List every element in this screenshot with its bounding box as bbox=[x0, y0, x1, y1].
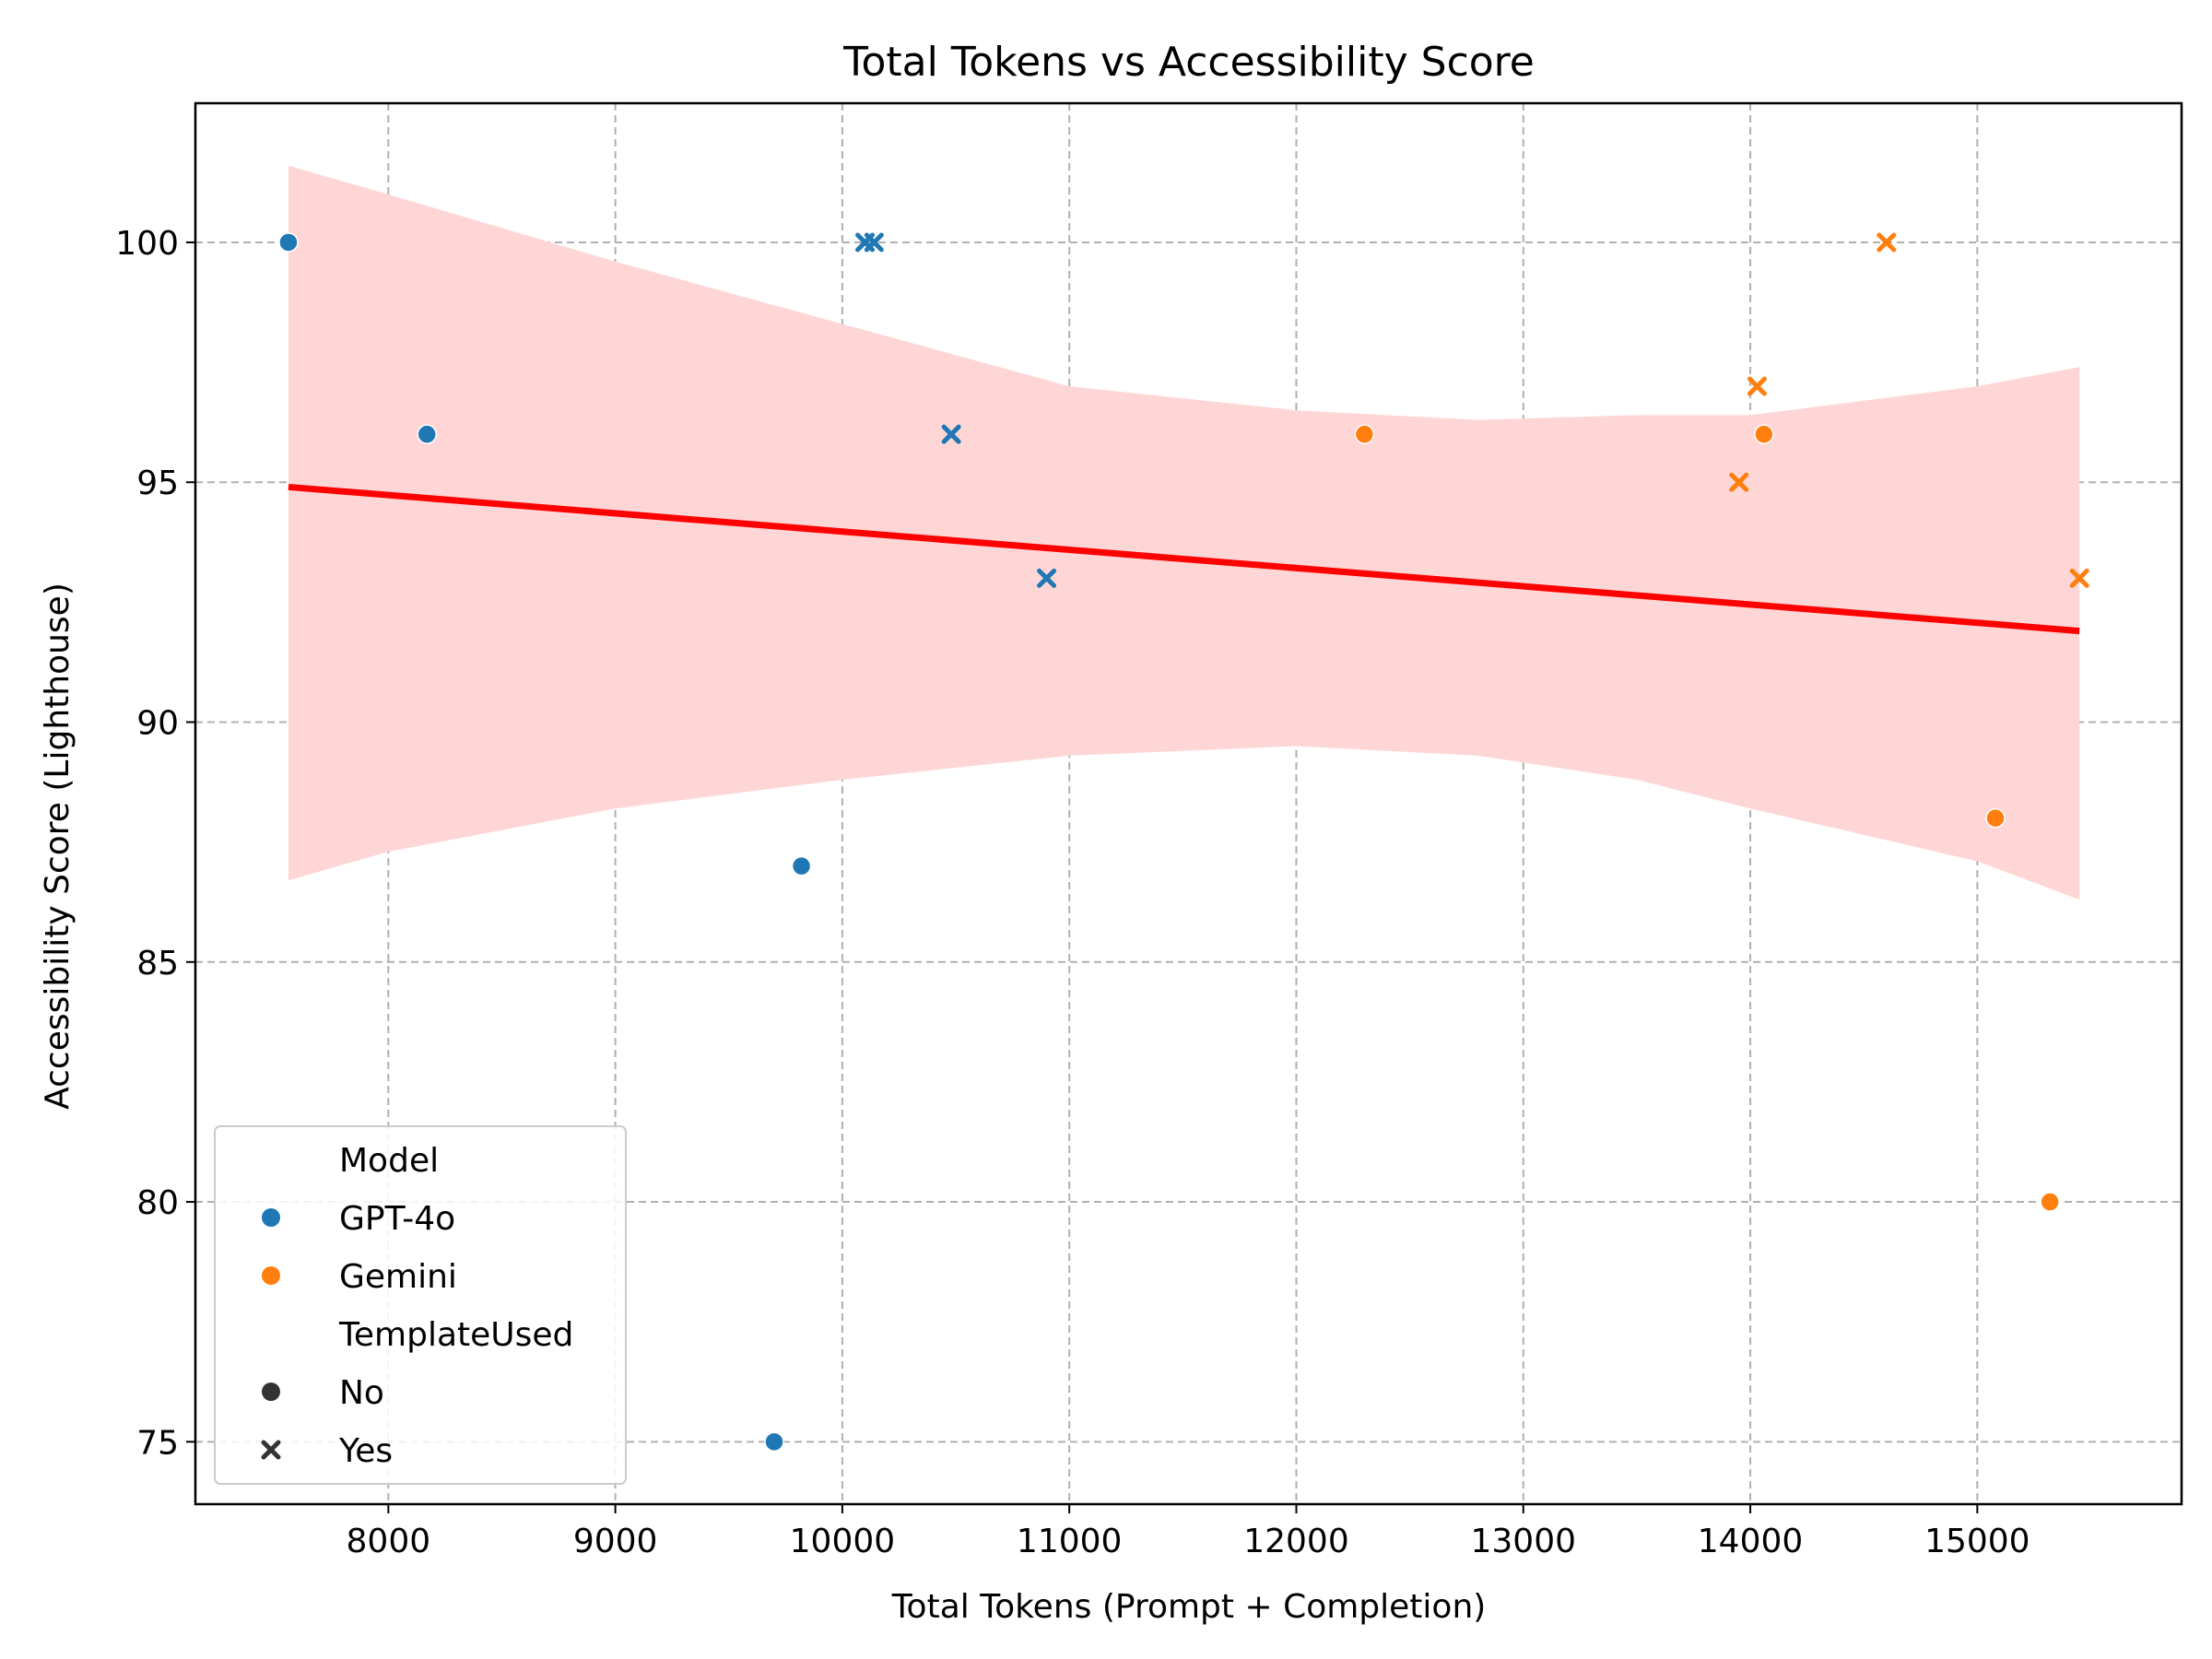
legend: Model GPT-4o Gemini TemplateUsed No Yes bbox=[214, 1125, 627, 1485]
legend-title-template: TemplateUsed bbox=[338, 1316, 573, 1354]
confidence-band-layer bbox=[288, 165, 2080, 900]
axis-ticks: 8000 9000 10000 11000 12000 13000 14000 15000 75… bbox=[115, 225, 2030, 1560]
y-tick-label: 95 bbox=[136, 465, 179, 502]
legend-marker-gemini bbox=[262, 1266, 280, 1285]
legend-box bbox=[214, 1125, 627, 1485]
data-point-cross bbox=[1877, 232, 1897, 253]
data-point-circle bbox=[791, 855, 812, 877]
y-tick-label: 90 bbox=[136, 705, 179, 743]
data-point-cross bbox=[941, 424, 961, 444]
data-point-cross bbox=[1037, 568, 1057, 588]
data-point-circle bbox=[278, 232, 299, 253]
x-tick-label: 15000 bbox=[1924, 1523, 2030, 1560]
data-point-circle bbox=[1354, 424, 1375, 444]
x-tick-label: 14000 bbox=[1698, 1523, 1804, 1560]
y-tick-label: 100 bbox=[115, 225, 179, 263]
legend-title-model: Model bbox=[339, 1142, 439, 1180]
legend-marker-gpt4o bbox=[262, 1208, 280, 1227]
data-point-cross bbox=[864, 232, 884, 253]
x-axis-label: Total Tokens (Prompt + Completion) bbox=[891, 1588, 1487, 1626]
x-tick-label: 10000 bbox=[790, 1523, 896, 1560]
data-point-circle bbox=[2040, 1192, 2060, 1212]
data-points bbox=[278, 232, 2089, 1453]
legend-label-gpt4o: GPT-4o bbox=[339, 1200, 455, 1238]
data-point-circle bbox=[1754, 424, 1774, 444]
plot-frame bbox=[194, 101, 2183, 1506]
data-point-cross bbox=[2069, 568, 2089, 588]
legend-label-no: No bbox=[339, 1374, 384, 1412]
x-tick-label: 12000 bbox=[1243, 1523, 1349, 1560]
y-tick-label: 80 bbox=[136, 1184, 179, 1222]
data-point-circle bbox=[764, 1431, 784, 1453]
y-tick-label: 85 bbox=[136, 945, 179, 982]
legend-label-gemini: Gemini bbox=[339, 1258, 457, 1296]
confidence-band bbox=[288, 165, 2080, 900]
data-point-circle bbox=[1985, 807, 2006, 829]
x-tick-label: 8000 bbox=[347, 1523, 431, 1560]
y-tick-label: 75 bbox=[136, 1424, 179, 1462]
data-point-circle bbox=[417, 424, 437, 444]
x-tick-label: 9000 bbox=[573, 1523, 658, 1560]
regression-line bbox=[288, 483, 2080, 635]
legend-marker-yes bbox=[261, 1440, 281, 1460]
x-tick-label: 13000 bbox=[1471, 1523, 1577, 1560]
regression-line-layer bbox=[288, 483, 2080, 635]
data-point-cross bbox=[1729, 472, 1749, 492]
x-tick-label: 11000 bbox=[1017, 1523, 1123, 1560]
legend-label-yes: Yes bbox=[338, 1432, 393, 1470]
y-axis-label: Accessibility Score (Lighthouse) bbox=[39, 582, 76, 1110]
data-point-cross bbox=[1747, 376, 1767, 396]
chart-title: Total Tokens vs Accessibility Score bbox=[842, 39, 1535, 86]
legend-marker-no bbox=[262, 1382, 280, 1401]
